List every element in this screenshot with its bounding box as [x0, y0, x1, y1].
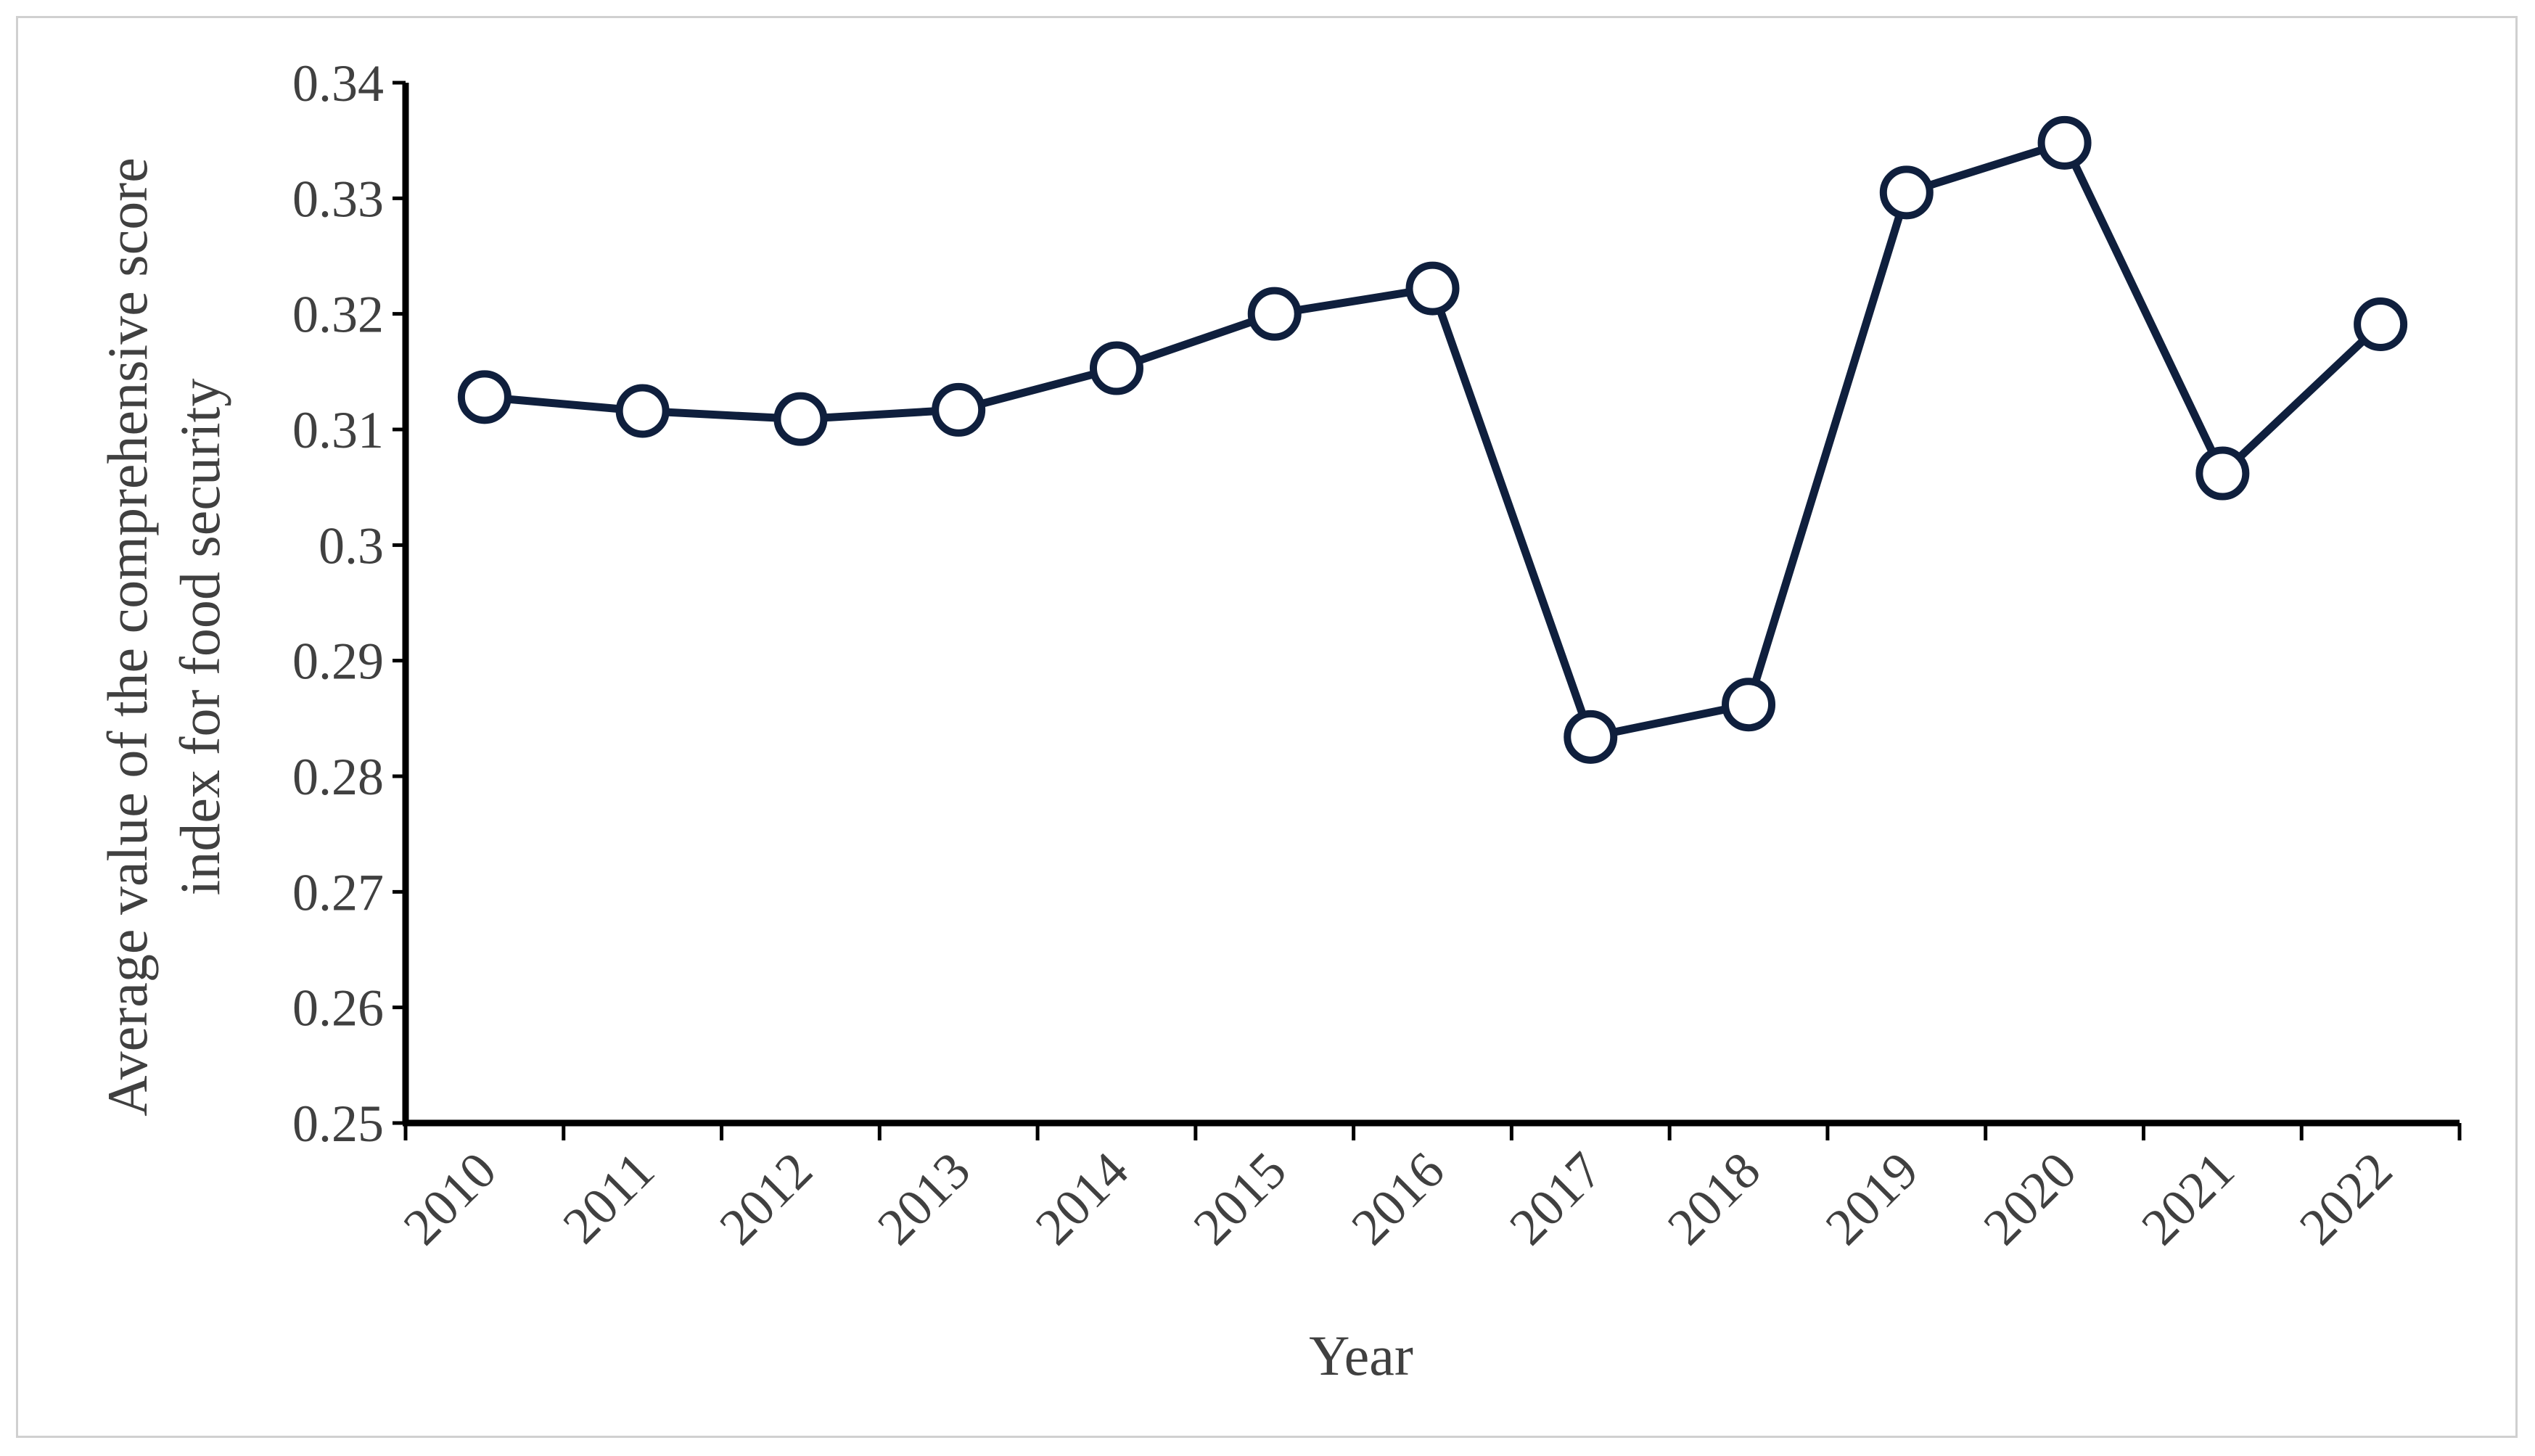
x-tick-label: 2020: [1972, 1141, 2087, 1256]
data-point: [1879, 165, 1934, 220]
x-tick-label: 2015: [1183, 1141, 1297, 1256]
x-axis-title: Year: [1309, 1324, 1413, 1387]
y-tick-label: 0.31: [292, 401, 384, 459]
x-tick-label: 2022: [2288, 1141, 2403, 1256]
data-point: [1564, 710, 1618, 764]
x-tick-label: 2012: [708, 1141, 823, 1256]
chart-frame: [16, 16, 2518, 1438]
y-tick-label: 0.28: [292, 748, 384, 806]
data-point: [2195, 446, 2250, 501]
series-layer: [457, 115, 2408, 764]
data-point: [773, 392, 828, 446]
data-point: [1405, 261, 1460, 316]
y-tick-label: 0.32: [292, 286, 384, 344]
data-point: [1722, 678, 1776, 732]
y-axis-title: Average value of the comprehensive score…: [96, 157, 231, 1116]
data-point: [1089, 341, 1143, 395]
x-tick-label: 2019: [1815, 1141, 1929, 1256]
y-tick-label: 0.26: [292, 979, 384, 1037]
y-tick-label: 0.34: [292, 54, 384, 112]
y-tick-label: 0.33: [292, 170, 384, 228]
y-tick-label: 0.29: [292, 633, 384, 691]
x-tick-label: 2011: [551, 1141, 665, 1255]
data-point: [2037, 115, 2092, 170]
x-axis-ticks: 2010 2011 2012 2013 2014 2015 2016 2017 2018 2019…: [393, 1123, 2462, 1256]
axes: [402, 83, 2460, 1127]
x-tick-label: 2014: [1024, 1141, 1139, 1256]
x-tick-label: 2010: [393, 1141, 507, 1256]
data-point: [932, 382, 986, 437]
data-point: [457, 370, 511, 424]
y-axis-ticks: 0.25 0.26 0.27 0.28 0.29 0.3 0.31 0.32 0.33 0.34: [292, 54, 406, 1153]
y-tick-label: 0.25: [292, 1095, 384, 1153]
x-tick-label: 2013: [866, 1141, 981, 1256]
data-point: [2354, 297, 2408, 352]
x-tick-label: 2016: [1340, 1141, 1455, 1256]
y-tick-label: 0.27: [292, 863, 384, 921]
y-tick-label: 0.3: [319, 517, 384, 575]
series-line: [480, 139, 2385, 741]
y-axis-title-line-2: index for food security: [168, 379, 231, 896]
y-axis-title-line-1: Average value of the comprehensive score: [96, 157, 159, 1116]
data-point: [615, 384, 670, 438]
x-tick-label: 2021: [2130, 1141, 2245, 1256]
x-tick-label: 2017: [1498, 1141, 1613, 1256]
x-tick-label: 2018: [1656, 1141, 1771, 1256]
data-point: [1247, 287, 1302, 341]
